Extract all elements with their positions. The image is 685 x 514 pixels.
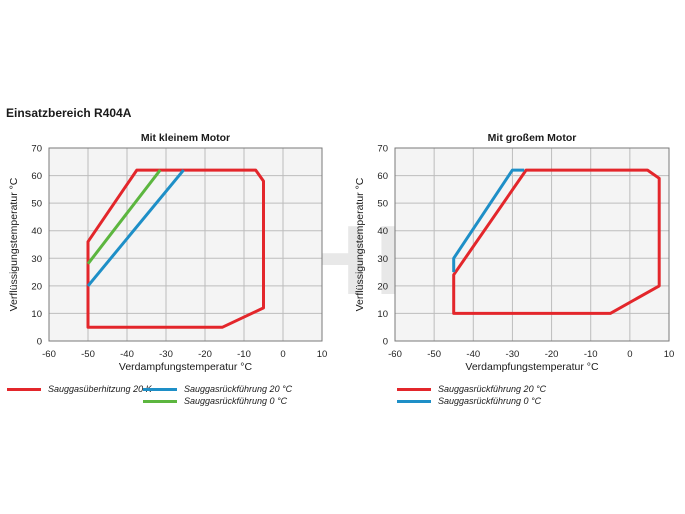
x-tick-label: -10: [237, 349, 251, 360]
x-tick-label: 0: [627, 349, 632, 360]
legend-swatch: [397, 400, 431, 404]
y-tick-label: 0: [383, 337, 388, 348]
series-line-1: [452, 168, 525, 273]
x-tick-label: 0: [280, 349, 285, 360]
chart-title: Mit großem Motor: [488, 132, 577, 144]
legend-swatch: [143, 400, 177, 404]
x-tick-label: -30: [159, 349, 173, 360]
y-tick-label: 10: [31, 309, 42, 320]
y-tick-label: 0: [37, 337, 42, 348]
x-tick-label: -40: [120, 349, 134, 360]
legend-item-left-2: Sauggasrückführung 0 °C: [143, 396, 287, 406]
series-line-2: [86, 169, 162, 265]
legend-swatch: [143, 388, 177, 392]
y-tick-label: 70: [377, 144, 388, 155]
y-axis-label: Verflüssigungstemperatur °C: [354, 177, 366, 311]
y-tick-label: 50: [31, 199, 42, 210]
y-tick-label: 20: [31, 281, 42, 292]
y-tick-label: 30: [377, 254, 388, 265]
series-line-1: [86, 169, 185, 287]
x-axis-label: Verdampfungstemperatur °C: [119, 361, 253, 373]
x-tick-label: -20: [545, 349, 559, 360]
y-tick-label: 30: [31, 254, 42, 265]
legend-label: Sauggasrückführung 20 °C: [184, 384, 293, 394]
legend-item-left-0: Sauggasüberhitzung 20 K: [7, 384, 152, 394]
legend-item-right-0: Sauggasrückführung 20 °C: [397, 384, 546, 394]
y-axis-label: Verflüssigungstemperatur °C: [8, 177, 20, 311]
legend-swatch: [7, 388, 41, 392]
legend-label: Sauggasrückführung 0 °C: [438, 396, 542, 406]
chart-title: Mit kleinem Motor: [141, 132, 230, 144]
legend-item-left-1: Sauggasrückführung 20 °C: [143, 384, 292, 394]
x-tick-label: -50: [427, 349, 441, 360]
y-tick-label: 70: [31, 144, 42, 155]
x-tick-label: -40: [466, 349, 480, 360]
chart-0: -60 -50 -40 -30 -20 -10 0 10 0 10 20 30 40 50 60 70 Mit …: [8, 132, 327, 373]
chart-1: -60 -50 -40 -30 -20 -10 0 10 0 10 20 30 40 50 60 70 Mit …: [354, 132, 674, 373]
y-tick-label: 20: [377, 281, 388, 292]
x-tick-label: 10: [317, 349, 328, 360]
legend-item-right-1: Sauggasrückführung 0 °C: [397, 396, 541, 406]
y-tick-label: 40: [377, 226, 388, 237]
legend-label: Sauggasüberhitzung 20 K: [48, 384, 152, 394]
x-tick-label: 10: [664, 349, 675, 360]
x-tick-label: -60: [388, 349, 402, 360]
plot-area: [395, 148, 669, 341]
x-tick-label: -10: [584, 349, 598, 360]
plot-frame: [48, 147, 323, 342]
y-tick-label: 50: [377, 199, 388, 210]
x-tick-label: -30: [506, 349, 520, 360]
legend-label: Sauggasrückführung 20 °C: [438, 384, 547, 394]
x-tick-label: -50: [81, 349, 95, 360]
legend-label: Sauggasrückführung 0 °C: [184, 396, 288, 406]
legend-swatch: [397, 388, 431, 392]
x-tick-label: -60: [42, 349, 56, 360]
y-tick-label: 60: [31, 171, 42, 182]
y-tick-label: 10: [377, 309, 388, 320]
x-tick-label: -20: [198, 349, 212, 360]
y-tick-label: 60: [377, 171, 388, 182]
y-tick-label: 40: [31, 226, 42, 237]
plot-area: [49, 148, 322, 341]
series-line-0: [452, 168, 661, 315]
plot-frame: [394, 147, 670, 342]
x-axis-label: Verdampfungstemperatur °C: [465, 361, 599, 373]
page-title: Einsatzbereich R404A: [6, 106, 132, 120]
series-line-0: [86, 168, 265, 329]
